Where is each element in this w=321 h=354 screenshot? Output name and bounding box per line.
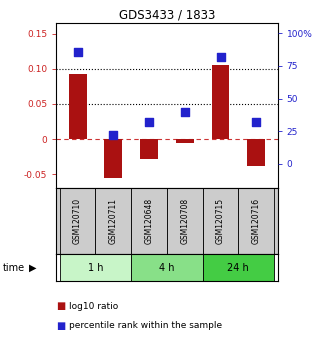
Bar <box>167 188 203 255</box>
Point <box>146 119 152 125</box>
Text: log10 ratio: log10 ratio <box>69 302 118 311</box>
Bar <box>95 188 131 255</box>
Text: time: time <box>3 263 25 273</box>
Point <box>254 119 259 125</box>
Bar <box>131 188 167 255</box>
Bar <box>60 188 95 255</box>
Text: GSM120711: GSM120711 <box>109 198 118 244</box>
Text: 24 h: 24 h <box>228 263 249 273</box>
Bar <box>239 188 274 255</box>
Bar <box>212 65 230 139</box>
Text: ■: ■ <box>56 301 65 311</box>
Text: GSM120710: GSM120710 <box>73 198 82 244</box>
Text: GSM120648: GSM120648 <box>144 198 153 244</box>
Bar <box>176 139 194 143</box>
Point <box>182 109 187 114</box>
Bar <box>203 188 239 255</box>
Title: GDS3433 / 1833: GDS3433 / 1833 <box>119 9 215 22</box>
Bar <box>203 255 274 281</box>
Bar <box>60 255 131 281</box>
Point <box>111 132 116 138</box>
Text: GSM120715: GSM120715 <box>216 198 225 244</box>
Text: ▶: ▶ <box>29 263 36 273</box>
Text: GSM120708: GSM120708 <box>180 198 189 244</box>
Point <box>218 54 223 60</box>
Bar <box>247 139 265 166</box>
Text: percentile rank within the sample: percentile rank within the sample <box>69 321 222 330</box>
Text: ■: ■ <box>56 321 65 331</box>
Bar <box>140 139 158 159</box>
Bar <box>69 74 87 139</box>
Text: 4 h: 4 h <box>159 263 175 273</box>
Point <box>75 49 80 55</box>
Bar <box>104 139 122 178</box>
Text: GSM120716: GSM120716 <box>252 198 261 244</box>
Bar <box>131 255 203 281</box>
Text: 1 h: 1 h <box>88 263 103 273</box>
